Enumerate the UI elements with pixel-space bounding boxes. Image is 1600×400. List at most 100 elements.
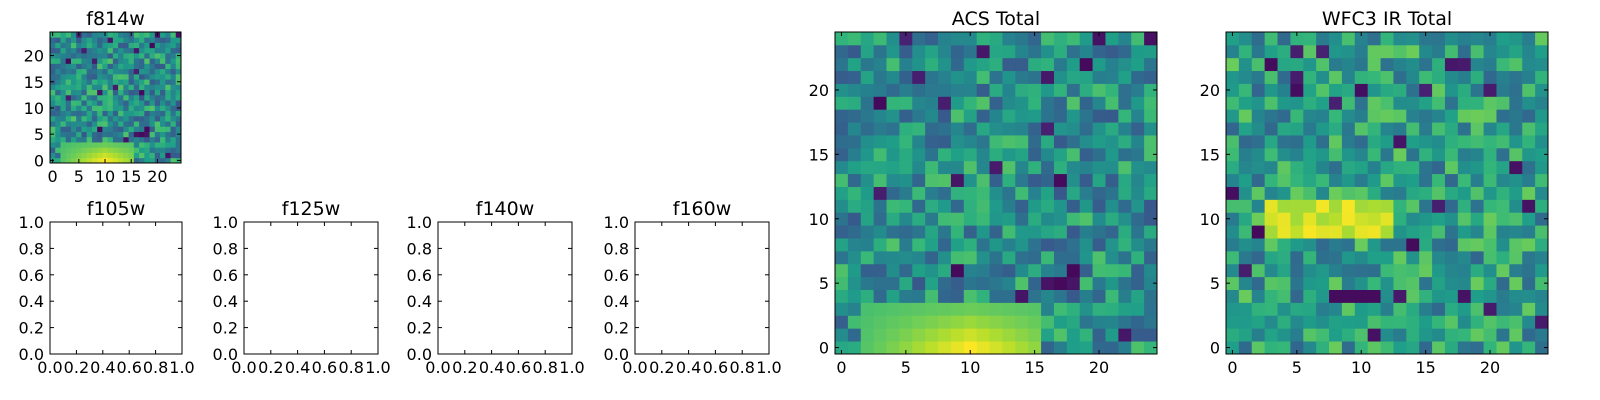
heatmap-cell <box>989 238 1003 252</box>
heatmap-cell <box>860 341 875 355</box>
heatmap-cell <box>76 115 82 122</box>
heatmap-cell <box>1251 276 1266 290</box>
heatmap-cell <box>1277 315 1291 329</box>
heatmap-cell <box>873 147 887 162</box>
heatmap-cell <box>1144 70 1158 84</box>
heatmap-cell <box>925 328 939 342</box>
heatmap-cell <box>1432 238 1446 252</box>
heatmap-cell <box>1226 70 1240 84</box>
heatmap-cell <box>139 37 145 43</box>
heatmap-cell <box>1226 83 1240 97</box>
heatmap-cell <box>65 136 72 143</box>
heatmap-cell <box>149 100 156 106</box>
heatmap-cell <box>123 37 129 43</box>
heatmap-cell <box>938 109 952 123</box>
heatmap-cell <box>1131 225 1145 239</box>
heatmap-cell <box>1444 122 1459 136</box>
heatmap-cell <box>1015 44 1029 59</box>
heatmap-cell <box>886 173 900 187</box>
heatmap-cell <box>55 152 61 159</box>
heatmap-cell <box>154 136 161 143</box>
heatmap-cell <box>1144 276 1158 290</box>
heatmap-cell <box>112 94 119 101</box>
heatmap-cell <box>170 157 177 164</box>
heatmap-cell <box>925 341 939 355</box>
heatmap-cell <box>1367 315 1381 329</box>
y-tick-label: 0.6 <box>407 266 432 285</box>
heatmap-cell <box>886 57 900 72</box>
heatmap-cell <box>1066 315 1081 329</box>
heatmap-cell <box>860 32 875 46</box>
heatmap-cell <box>1419 135 1433 149</box>
heatmap-cell <box>86 157 93 164</box>
heatmap-cell <box>1303 250 1317 265</box>
x-tick-label: 20 <box>147 167 167 186</box>
y-tick-label: 0.0 <box>604 345 629 364</box>
heatmap-cell <box>1053 238 1068 252</box>
heatmap-cell <box>70 136 77 143</box>
heatmap-cell <box>1144 212 1158 226</box>
heatmap-cell <box>1238 32 1253 46</box>
heatmap-cell <box>1041 302 1055 316</box>
heatmap-cell <box>963 250 978 265</box>
heatmap-cell <box>1509 186 1523 200</box>
heatmap-cell <box>107 100 114 106</box>
heatmap-cell <box>1092 96 1106 110</box>
heatmap-cell <box>1535 70 1549 84</box>
heatmap-cell <box>1066 109 1081 123</box>
heatmap-cell <box>976 109 990 123</box>
heatmap-cell <box>847 147 862 162</box>
heatmap-cell <box>81 84 88 91</box>
heatmap-cell <box>835 44 849 59</box>
heatmap-cell <box>1354 250 1369 265</box>
heatmap-cell <box>950 160 965 175</box>
heatmap-cell <box>50 47 56 54</box>
heatmap-cell <box>1264 44 1278 59</box>
heatmap-cell <box>112 115 119 122</box>
heatmap-cell <box>55 94 61 101</box>
heatmap-cell <box>128 152 135 159</box>
heatmap-cell <box>154 142 161 148</box>
heatmap-cell <box>1367 44 1381 59</box>
heatmap-cell <box>1393 32 1407 46</box>
heatmap-cell <box>1509 135 1523 149</box>
y-tick-label: 0.6 <box>604 266 629 285</box>
heatmap-cell <box>1509 173 1523 187</box>
heatmap-cell <box>50 73 56 80</box>
heatmap-cell <box>1015 173 1029 187</box>
heatmap-cell <box>1522 109 1536 123</box>
heatmap-cell <box>938 328 952 342</box>
heatmap-cell <box>950 328 965 342</box>
heatmap-cell <box>1522 263 1536 278</box>
heatmap-cell <box>1118 44 1132 59</box>
heatmap-cell <box>160 42 166 49</box>
heatmap-cell <box>107 63 114 70</box>
heatmap-cell <box>1329 250 1343 265</box>
heatmap-cell <box>1079 328 1093 342</box>
heatmap-cell <box>873 315 887 329</box>
heatmap-cell <box>118 105 124 111</box>
heatmap-cell <box>1380 32 1394 46</box>
y-tick-label: 0.4 <box>19 292 44 311</box>
heatmap-cell <box>1483 341 1497 355</box>
heatmap-cell <box>886 328 900 342</box>
heatmap-cell <box>1316 186 1330 200</box>
heatmap-cell <box>165 136 171 143</box>
heatmap-cell <box>925 250 939 265</box>
heatmap-cell <box>1053 302 1068 316</box>
heatmap-cell <box>160 52 166 59</box>
heatmap-cell <box>123 121 129 127</box>
heatmap-cell <box>154 131 161 138</box>
heatmap-cell <box>1118 199 1132 213</box>
heatmap-cell <box>1264 57 1278 72</box>
heatmap-cell <box>925 212 939 226</box>
heatmap-cell <box>1535 199 1549 213</box>
heatmap-cell <box>1329 186 1343 200</box>
heatmap-cell <box>1041 96 1055 110</box>
heatmap-cell <box>133 32 140 38</box>
heatmap-cell <box>165 100 171 106</box>
y-tick-label: 0.8 <box>604 239 629 258</box>
heatmap-cell <box>1432 70 1446 84</box>
heatmap-cell <box>1002 212 1016 226</box>
y-tick-label: 15 <box>809 145 829 164</box>
